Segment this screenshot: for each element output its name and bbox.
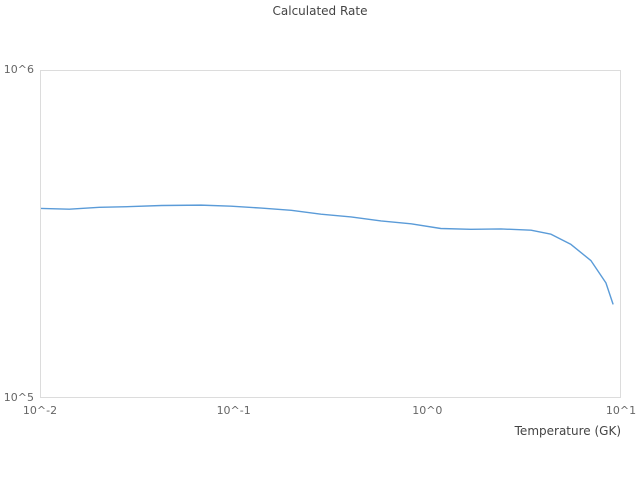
rate-line-series [41, 204, 614, 305]
plot-area [40, 70, 621, 398]
chart-title: Calculated Rate [272, 4, 368, 18]
y-tick-label: 10^6 [3, 63, 34, 76]
x-tick-label: 10^1 [605, 404, 637, 417]
x-tick-label: 10^-1 [216, 404, 251, 417]
x-axis-title: Temperature (GK) [514, 424, 621, 438]
x-tick-label: 10^0 [412, 404, 443, 417]
x-tick-label: 10^-2 [22, 404, 58, 417]
y-tick-label: 10^5 [3, 391, 34, 404]
